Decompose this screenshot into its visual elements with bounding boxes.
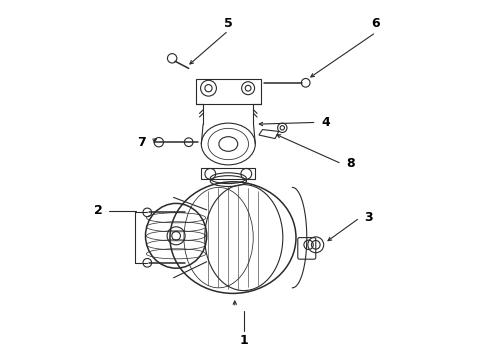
Text: 8: 8 bbox=[346, 157, 354, 170]
Text: 5: 5 bbox=[224, 17, 232, 30]
Text: 2: 2 bbox=[94, 204, 103, 217]
Text: 4: 4 bbox=[321, 116, 329, 129]
Text: 1: 1 bbox=[239, 334, 247, 347]
Text: 7: 7 bbox=[137, 136, 146, 149]
Text: 3: 3 bbox=[364, 211, 372, 224]
Text: 6: 6 bbox=[371, 17, 380, 30]
